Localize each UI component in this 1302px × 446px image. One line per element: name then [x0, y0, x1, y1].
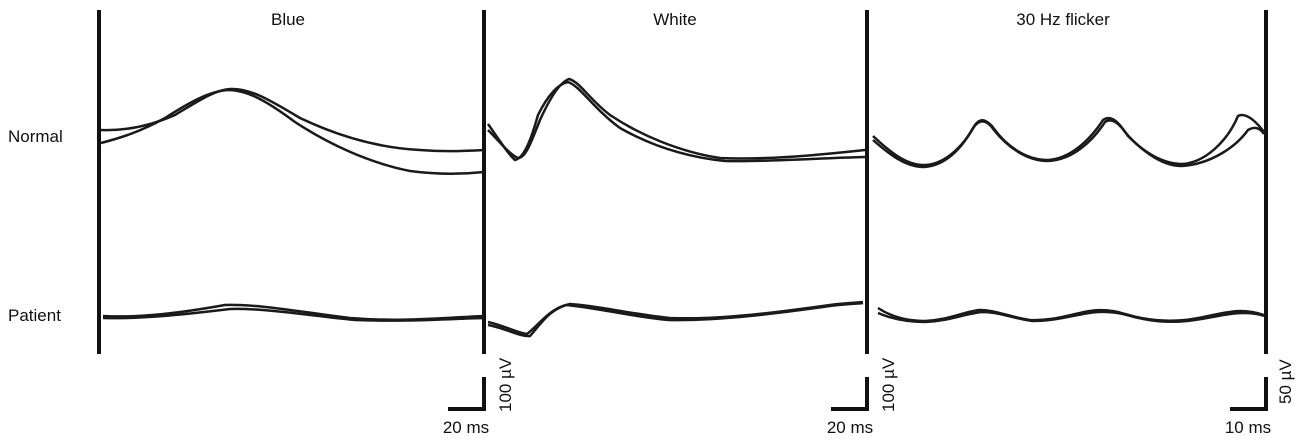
time-scale-blue: 20 ms	[442, 418, 490, 437]
trace-patient-blue-2	[102, 307, 485, 322]
trace-normal-flicker-1	[872, 113, 1265, 167]
scale-bar-white	[831, 377, 869, 411]
trace-normal-flicker-2	[872, 119, 1266, 169]
panel-title-white: White	[653, 10, 697, 29]
panel-title-blue: Blue	[270, 10, 306, 29]
trace-patient-white-2	[487, 301, 864, 336]
panel-title-flicker: 30 Hz flicker	[1016, 10, 1110, 29]
trace-patient-flicker-2	[877, 310, 1265, 324]
trace-normal-blue-2	[100, 88, 485, 175]
row-label-patient: Patient	[8, 306, 61, 325]
time-scale-flicker: 10 ms	[1224, 418, 1272, 437]
amp-scale-white: 100 µV	[879, 357, 898, 412]
row-label-normal: Normal	[8, 127, 63, 146]
trace-normal-white-1	[487, 77, 866, 160]
trace-normal-white-2	[486, 80, 866, 163]
scale-bar-blue	[448, 377, 486, 411]
scale-bar-flicker	[1230, 377, 1268, 411]
time-scale-white: 20 ms	[826, 418, 874, 437]
amp-scale-blue: 100 µV	[496, 357, 515, 412]
trace-normal-blue-1	[100, 87, 485, 153]
amp-scale-flicker: 50 µV	[1276, 359, 1295, 404]
